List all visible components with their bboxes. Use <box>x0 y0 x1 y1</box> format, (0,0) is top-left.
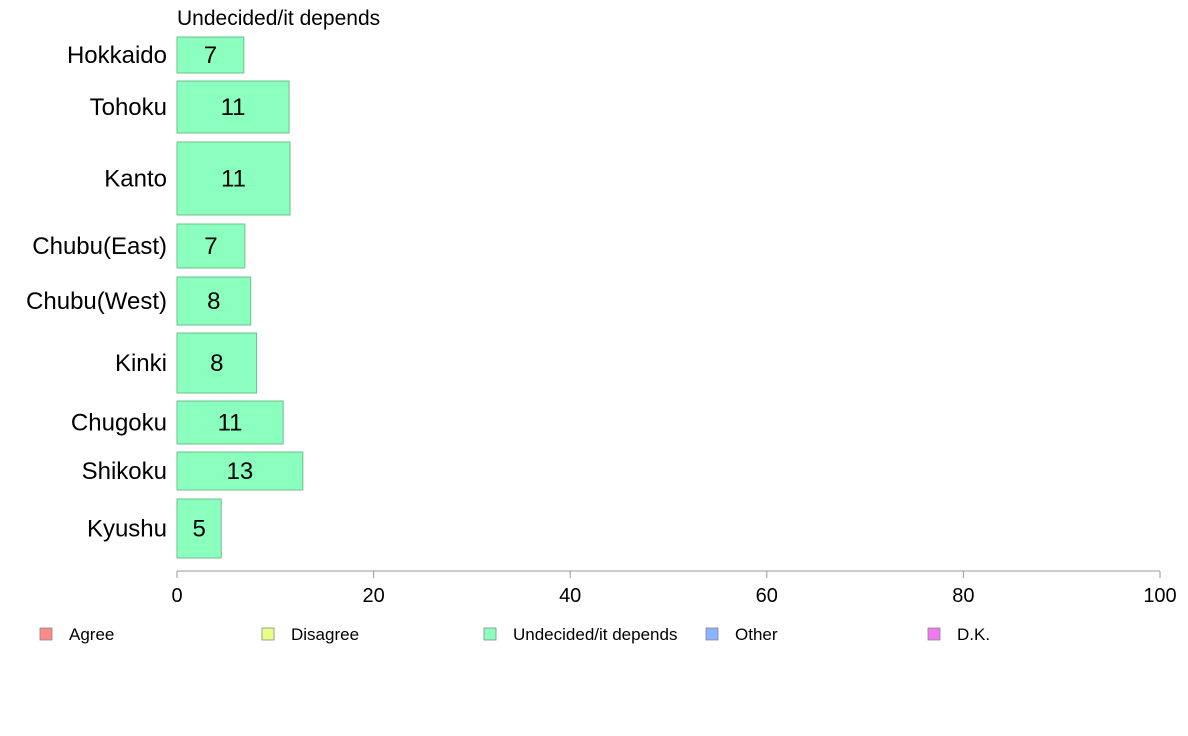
value-label-kinki: 8 <box>210 350 223 377</box>
category-label-hokkaido: Hokkaido <box>67 42 167 69</box>
x-tick-label-20: 20 <box>362 585 384 607</box>
value-label-hokkaido: 7 <box>204 42 217 69</box>
bar-shikoku <box>176 451 304 491</box>
value-label-tohoku: 11 <box>221 94 246 121</box>
legend-swatch-disagree <box>261 627 275 641</box>
legend-swatch-other <box>705 627 719 641</box>
bar-hokkaido <box>176 36 245 74</box>
bars-group: Hokkaido 7 Tohoku 11 Kanto 11 Chubu(East) 7 Chub… <box>26 36 304 559</box>
value-label-chugoku: 11 <box>218 410 243 437</box>
legend-label-other: Other <box>735 625 778 644</box>
category-label-kanto: Kanto <box>104 166 167 193</box>
bar-chubu-west <box>176 276 252 326</box>
category-label-chubu-east: Chubu(East) <box>32 233 167 260</box>
bar-chugoku <box>176 400 284 445</box>
x-tick-label-0: 0 <box>171 585 182 607</box>
x-axis: 0 20 40 60 80 100 <box>171 570 1177 607</box>
legend-label-d-k: D.K. <box>957 625 990 644</box>
legend-label-disagree: Disagree <box>291 625 359 644</box>
bar-kyushu <box>176 498 222 559</box>
legend-label-undecided-it-depends: Undecided/it depends <box>513 625 677 644</box>
value-label-chubu-east: 7 <box>204 233 217 260</box>
category-label-kyushu: Kyushu <box>87 516 167 543</box>
value-label-shikoku: 13 <box>227 458 254 485</box>
bar-kinki <box>176 332 258 394</box>
legend-swatch-agree <box>39 627 53 641</box>
x-tick-label-40: 40 <box>559 585 581 607</box>
bar-chubu-east <box>176 223 246 269</box>
x-tick-label-80: 80 <box>952 585 974 607</box>
category-label-tohoku: Tohoku <box>90 94 167 121</box>
legend: Agree Disagree Undecided/it depends Other D.… <box>39 625 990 644</box>
bar-tohoku <box>176 80 290 134</box>
category-label-chugoku: Chugoku <box>71 410 167 437</box>
legend-label-agree: Agree <box>69 625 114 644</box>
bar-kanto <box>176 141 291 216</box>
category-label-chubu-west: Chubu(West) <box>26 288 167 315</box>
category-label-shikoku: Shikoku <box>82 458 167 485</box>
legend-swatch-undecided-it-depends <box>483 627 497 641</box>
value-label-kyushu: 5 <box>192 516 205 543</box>
legend-swatch-d-k <box>927 627 941 641</box>
x-tick-label-100: 100 <box>1143 585 1176 607</box>
chart-title: Undecided/it depends <box>177 7 380 30</box>
x-tick-label-60: 60 <box>756 585 778 607</box>
value-label-chubu-west: 8 <box>207 288 220 315</box>
category-label-kinki: Kinki <box>115 350 167 377</box>
value-label-kanto: 11 <box>221 166 246 193</box>
